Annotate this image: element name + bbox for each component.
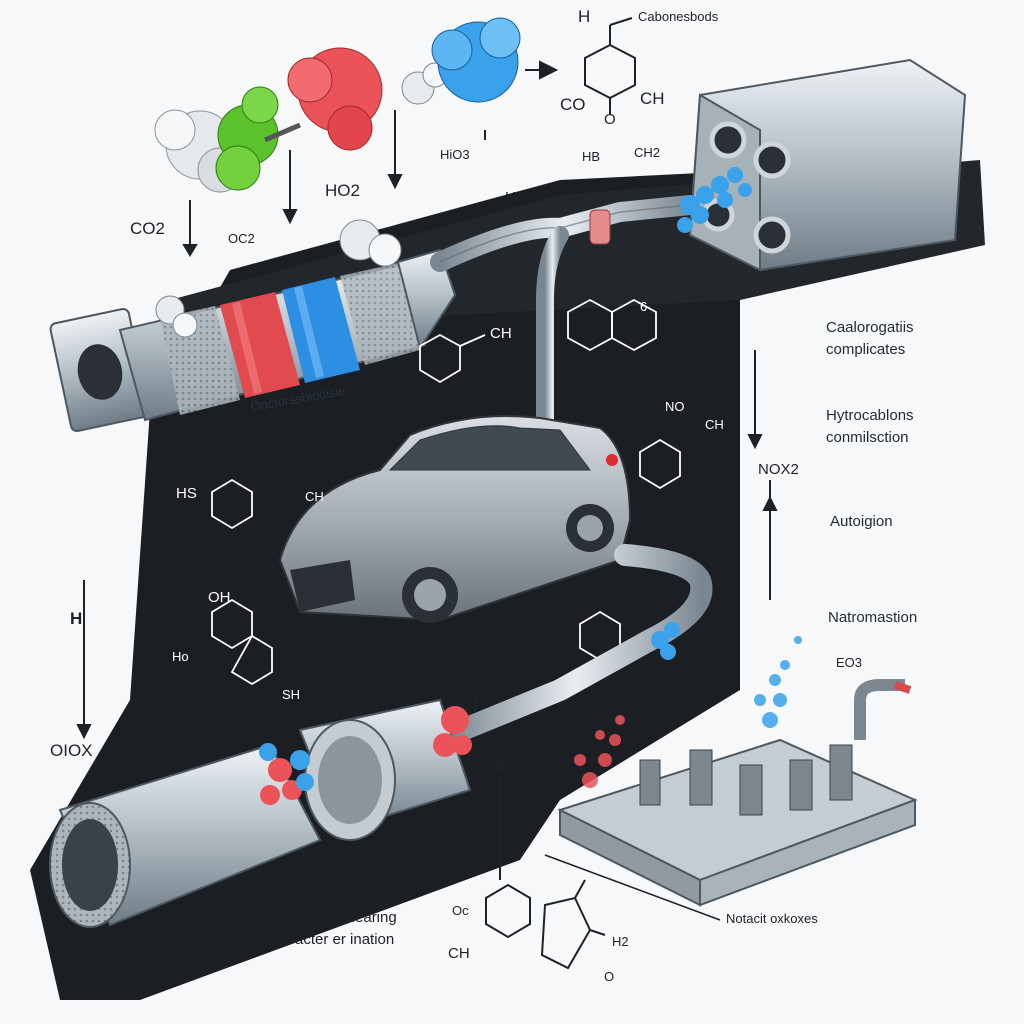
label-six: 6 [640,299,648,314]
green-particle-cluster [215,86,279,191]
blue-particle-cluster [431,17,521,103]
label-no: NO [665,399,685,414]
red-particles-lower [260,706,472,805]
blue-particle-cluster-muffler [677,167,752,233]
molecule-bottom [434,678,606,970]
pipe-white-cluster [155,219,402,338]
label-ch-mid: CH [490,325,512,342]
pipe-clamp-red [589,209,611,245]
label-hs: HS [176,485,197,502]
label-o-top: O [604,111,616,128]
side-label-3: Hytrocablons [826,407,914,424]
label-catalytic-line1: Catlyic clearing [295,909,397,926]
red-particle-cluster [287,47,383,151]
label-ch3-left: CH [305,489,324,504]
red-spray [574,715,625,788]
label-onox: OIOX [50,741,93,760]
label-o-bottom: O [604,969,615,984]
label-oc2: OC2 [228,231,255,246]
bond-link [264,122,301,143]
label-eo3: EO3 [836,655,863,670]
label-ch-top: CH [640,89,665,108]
label-ch-bottom: CH [448,945,470,962]
leader-line-catalytic [299,849,331,891]
benzene-molecule-top [584,17,636,115]
label-oc-bottom: Oc [452,903,469,918]
label-ca: O Ca [610,177,641,192]
side-label-6: Natromastion [828,609,918,626]
label-co2: CO2 [130,219,165,238]
blue-particles-lower [259,743,314,791]
flow-arrows-top [76,60,778,880]
label-hox2: HOX2 [432,859,473,876]
label-ho: Ho [172,649,189,664]
blue-spray [754,636,802,728]
label-oh: OH [208,589,231,606]
label-notacit: Notacit oxkoxes [726,911,818,926]
label-catalytic-line2: acter er ination [295,931,395,948]
car [278,415,632,623]
label-hb: HB [582,149,601,164]
leader-line [544,854,721,921]
side-label-4: conmilsction [826,429,909,446]
label-sh: SH [282,687,301,702]
lower-catalytic-converter [49,698,472,928]
molecule-mid [211,298,681,686]
vertical-pipe [536,226,569,429]
label-h-top: H [578,7,591,26]
reactor-block [557,679,918,907]
label-h-left: H [70,609,83,628]
label-co3: CO [560,95,586,114]
side-label-1: Caalorogatiis [826,319,914,336]
right-muffler [688,58,967,272]
label-hio3: HiO3 [440,147,470,162]
label-ch3: CH [705,417,724,432]
label-nox2: NOX2 [758,461,799,478]
label-carbonesbods: Cabonesbods [638,9,719,24]
side-label-2: complicates [826,341,906,358]
blue-particles-lower-clamp [651,622,680,660]
label-hio-o3: HIO-O3 [505,189,557,206]
label-ho2: HO2 [325,181,360,200]
side-label-5: Autoigion [830,513,893,530]
label-ch2: CH2 [634,145,661,160]
label-h2-bottom: H2 [612,934,629,949]
